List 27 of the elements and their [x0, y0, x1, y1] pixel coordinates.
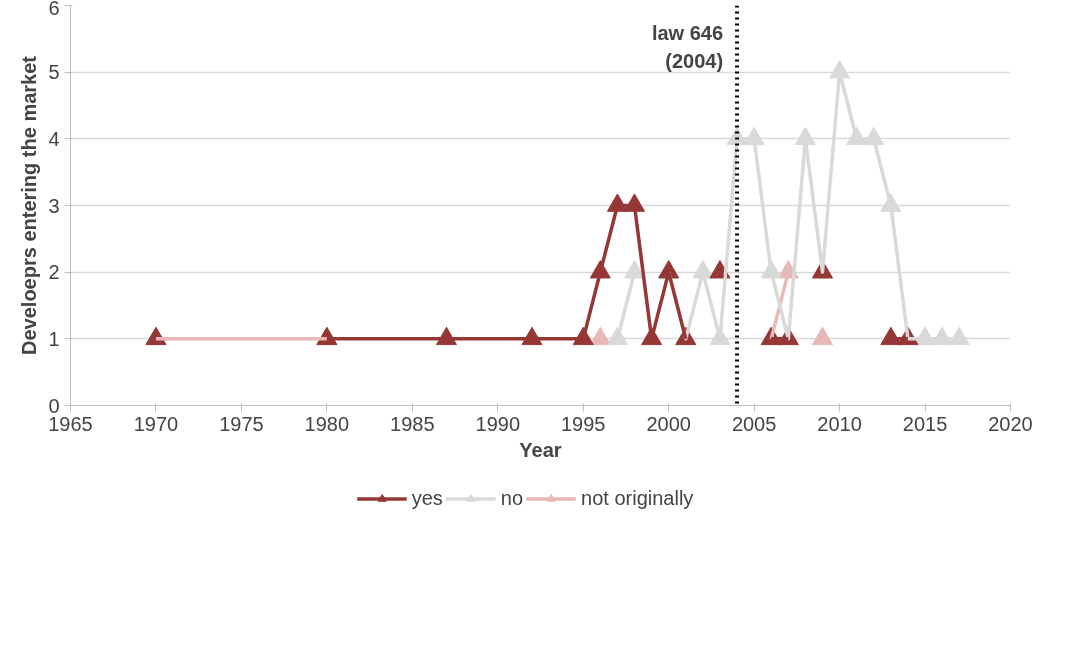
y-tick-label: 3	[48, 194, 60, 217]
y-tick-label: 6	[48, 0, 60, 19]
x-axis-title: Year	[519, 438, 562, 461]
x-tick-label: 2000	[646, 412, 691, 435]
y-tick-label: 1	[48, 327, 60, 350]
ref-line-label: law 646 (2004)	[651, 21, 724, 72]
x-tick-label: 2010	[817, 412, 862, 435]
point	[829, 60, 851, 79]
legend-label: not originally	[581, 486, 694, 510]
x-tick-label: 2015	[902, 412, 948, 435]
legend-label: yes	[411, 486, 443, 510]
x-tick-label: 1980	[304, 412, 350, 435]
y-tick-label: 4	[48, 127, 60, 150]
x-tick-label: 1990	[475, 412, 521, 435]
x-tick-label: 1970	[133, 412, 179, 435]
x-tick-label: 1985	[390, 412, 435, 435]
x-tick-label: 1975	[219, 412, 264, 435]
y-axis-title: Develoeprs entering the market	[18, 55, 41, 355]
legend-label: no	[500, 486, 524, 510]
y-tick-label: 2	[48, 261, 60, 284]
x-tick-label: 2020	[988, 412, 1033, 435]
point	[624, 260, 645, 279]
x-tick-label: 2005	[731, 412, 777, 435]
y-tick-label: 5	[48, 61, 60, 84]
x-tick-label: 1995	[560, 412, 606, 435]
point	[812, 326, 833, 346]
point	[589, 326, 611, 346]
